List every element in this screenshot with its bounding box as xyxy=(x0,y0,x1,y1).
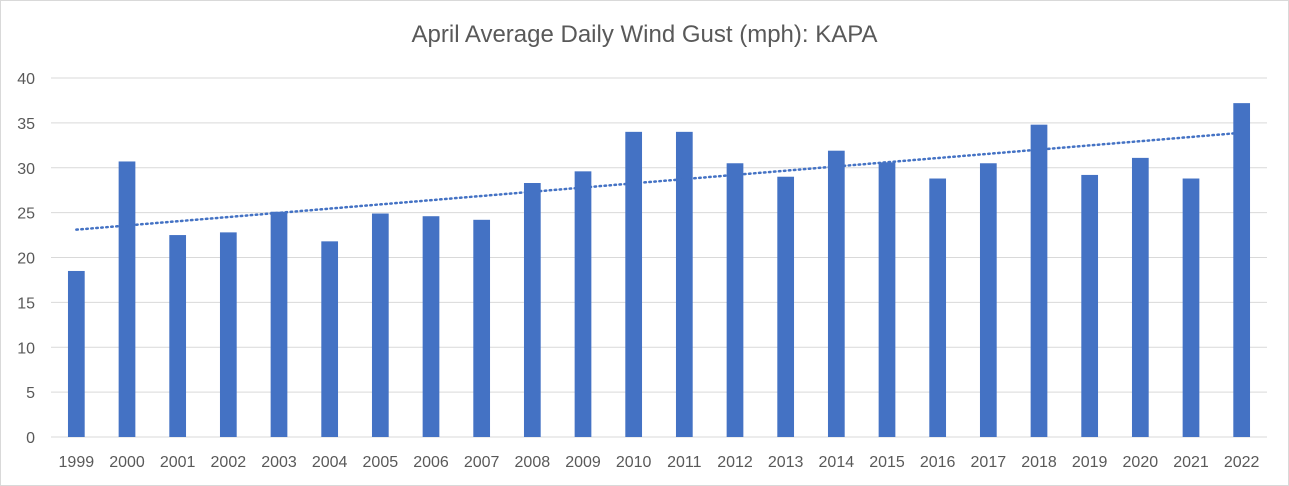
bar xyxy=(726,163,744,437)
y-tick-label: 30 xyxy=(17,161,35,178)
y-tick-label: 25 xyxy=(17,206,35,223)
x-tick-label: 2019 xyxy=(1072,454,1108,471)
y-tick-label: 5 xyxy=(26,385,35,402)
x-tick-label: 2010 xyxy=(616,454,652,471)
y-tick-label: 40 xyxy=(17,71,35,88)
bar xyxy=(574,171,592,437)
trendline xyxy=(75,131,1243,231)
x-tick-label: 2009 xyxy=(565,454,601,471)
y-tick-label: 10 xyxy=(17,340,35,357)
chart-title: April Average Daily Wind Gust (mph): KAP… xyxy=(411,21,878,48)
y-tick-label: 20 xyxy=(17,251,35,268)
bar xyxy=(270,211,288,437)
x-tick-label: 2020 xyxy=(1123,454,1159,471)
bars xyxy=(67,103,1251,438)
x-tick-label: 2008 xyxy=(515,454,551,471)
bar xyxy=(929,178,947,437)
x-tick-label: 2018 xyxy=(1021,454,1057,471)
x-tick-label: 2016 xyxy=(920,454,956,471)
x-tick-label: 2007 xyxy=(464,454,500,471)
x-tick-label: 2012 xyxy=(717,454,753,471)
x-tick-labels: 1999 2000 2001 2002 2003 2004 2005 2006 2007 2008… xyxy=(59,454,1260,471)
bar xyxy=(169,235,187,437)
bar xyxy=(523,183,541,437)
x-tick-label: 2013 xyxy=(768,454,804,471)
y-tick-label: 0 xyxy=(26,430,35,447)
x-tick-label: 2022 xyxy=(1224,454,1260,471)
bar xyxy=(777,176,795,437)
bar xyxy=(979,163,997,437)
x-tick-label: 2005 xyxy=(363,454,399,471)
x-tick-label: 1999 xyxy=(59,454,95,471)
y-tick-labels: 0 5 10 15 20 25 30 35 40 xyxy=(17,71,35,447)
bar xyxy=(1131,157,1149,437)
bar xyxy=(219,232,237,437)
bar xyxy=(827,150,845,437)
bar xyxy=(625,131,643,437)
bar xyxy=(675,131,693,437)
trendline-layer xyxy=(75,131,1243,231)
bar xyxy=(321,241,339,437)
bar xyxy=(371,213,389,437)
gridlines xyxy=(51,77,1267,438)
x-tick-label: 2002 xyxy=(211,454,247,471)
x-tick-label: 2017 xyxy=(971,454,1007,471)
bar xyxy=(1182,178,1200,437)
bar xyxy=(1081,174,1099,437)
bar xyxy=(422,216,440,437)
bar xyxy=(1233,103,1251,437)
x-tick-label: 2004 xyxy=(312,454,348,471)
y-tick-label: 15 xyxy=(17,295,35,312)
bar xyxy=(1030,124,1048,438)
x-tick-label: 2003 xyxy=(261,454,297,471)
x-tick-label: 2014 xyxy=(819,454,855,471)
x-tick-label: 2000 xyxy=(109,454,145,471)
x-tick-label: 2001 xyxy=(160,454,196,471)
x-tick-label: 2006 xyxy=(413,454,449,471)
x-tick-label: 2021 xyxy=(1173,454,1209,471)
bar xyxy=(473,219,491,437)
bar xyxy=(67,270,85,437)
bar xyxy=(878,162,896,438)
x-tick-label: 2011 xyxy=(667,454,702,471)
y-tick-label: 35 xyxy=(17,116,35,133)
bar xyxy=(118,161,136,437)
x-tick-label: 2015 xyxy=(869,454,905,471)
